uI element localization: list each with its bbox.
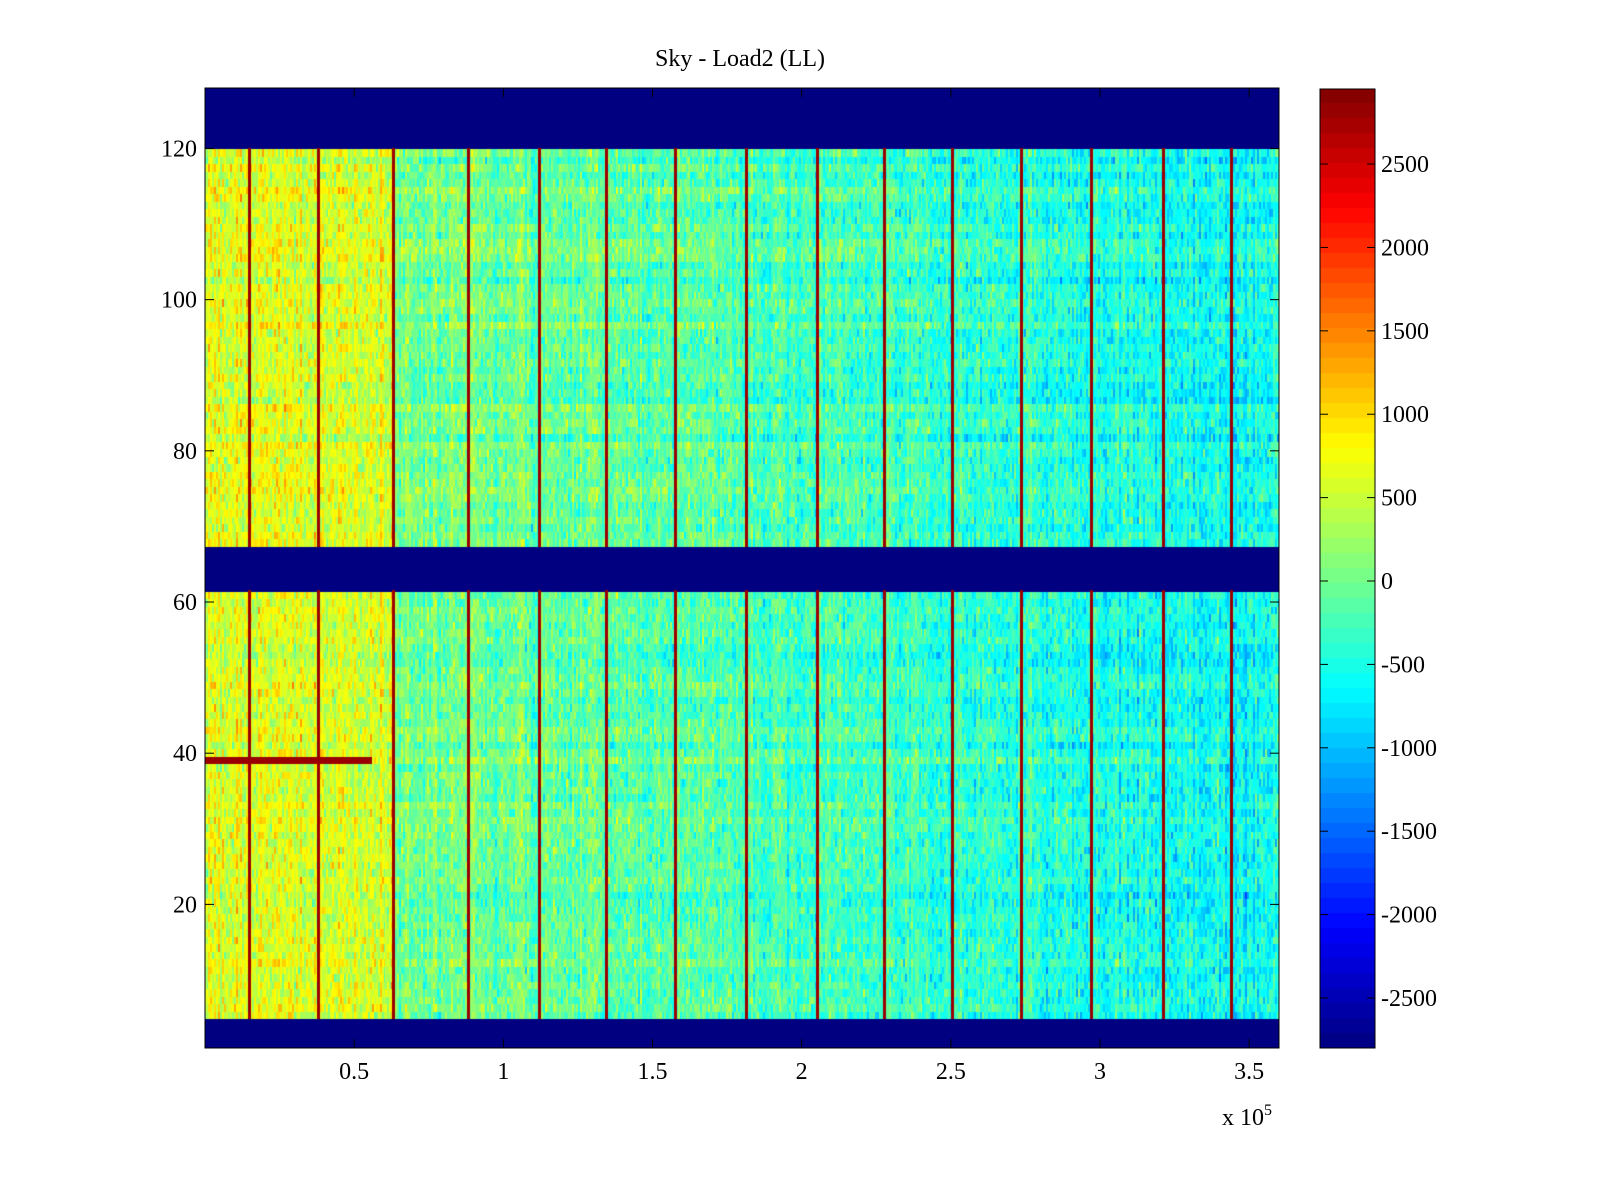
x-tick-label: 3.5 (1234, 1059, 1264, 1085)
colorbar-tick-label: 2500 (1381, 152, 1429, 178)
colorbar-tick-label: -2000 (1381, 903, 1437, 929)
colorbar-tick-label: 500 (1381, 486, 1417, 512)
colorbar-tick-label: 0 (1381, 569, 1393, 595)
x-axis: 0.5 1 1.5 2 2.5 3 3.5 (339, 88, 1264, 1085)
colorbar-tick-label: -500 (1381, 652, 1425, 678)
x-tick-label: 1 (497, 1059, 509, 1085)
y-tick-label: 40 (173, 741, 197, 767)
x-tick-label: 0.5 (339, 1059, 369, 1085)
colorbar-tick-label: 1500 (1381, 319, 1429, 345)
colorbar-tick-label: -1000 (1381, 736, 1437, 762)
x-tick-label: 1.5 (638, 1059, 668, 1085)
y-tick-label: 80 (173, 439, 197, 465)
x-tick-label: 2 (796, 1059, 808, 1085)
x-axis-multiplier: x 105 (1222, 1102, 1272, 1131)
chart-title: Sky - Load2 (LL) (655, 46, 825, 72)
y-tick-label: 120 (161, 136, 197, 162)
colorbar-tick-label: 2000 (1381, 235, 1429, 261)
x-tick-label: 2.5 (936, 1059, 966, 1085)
colorbar-frame (1319, 88, 1376, 1049)
y-axis: 20 40 60 80 100 120 (161, 136, 1279, 918)
colorbar-axis: 2500 2000 1500 1000 500 0 -500 -1000 -1500 -2000 -… (1320, 152, 1437, 1012)
colorbar (1320, 89, 1375, 1048)
colorbar-tick-label: -1500 (1381, 819, 1437, 845)
y-tick-label: 20 (173, 892, 197, 918)
colorbar-tick-label: -2500 (1381, 986, 1437, 1012)
heatmap-plot-area (205, 88, 1279, 1048)
y-tick-label: 100 (161, 288, 197, 314)
y-tick-label: 60 (173, 590, 197, 616)
x-tick-label: 3 (1094, 1059, 1106, 1085)
colorbar-tick-label: 1000 (1381, 402, 1429, 428)
plot-frame (204, 87, 1280, 1049)
